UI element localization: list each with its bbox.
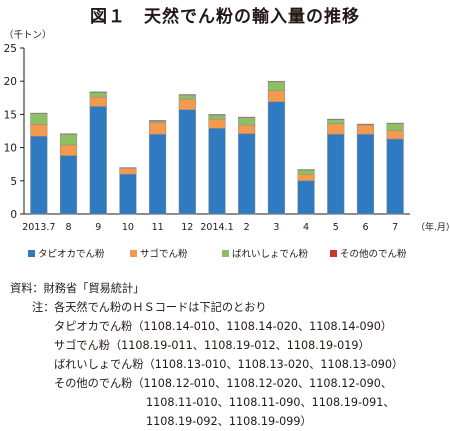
bar-segment-1 [90,106,107,214]
bar-segment-2 [298,174,315,181]
x-tick-label: 2013.7 [22,222,55,233]
bar-segment-3 [179,95,196,99]
source-text: 財務省「貿易統計」 [44,282,145,295]
bar-segment-2 [357,125,374,134]
source-label: 資料： [10,282,44,295]
bar-segment-3 [298,170,315,174]
bar-segment-1 [149,134,166,214]
bar-segment-4 [90,92,107,93]
hs-code-other-cont-2: 1108.19-092、1108.19-099） [146,412,312,431]
bar-segment-1 [60,156,77,214]
legend-swatch-4 [330,250,337,257]
x-tick-label: 10 [122,222,134,233]
bar-segment-4 [387,123,404,124]
x-tick-label: 7 [392,222,398,233]
legend-label-2: サゴでん粉 [140,248,188,260]
y-axis-unit: （千トン） [4,29,52,41]
bar-segment-1 [120,174,137,214]
bar-segment-1 [209,128,226,214]
bar-segment-2 [31,124,48,136]
chart-title: 図１ 天然でん粉の輸入量の推移 [0,2,450,27]
y-tick-label: 10 [4,143,17,155]
legend-swatch-1 [28,250,35,257]
bar-segment-3 [268,82,285,91]
legend-swatch-2 [130,250,137,257]
bar-segment-2 [60,145,77,156]
y-tick-label: 15 [4,109,17,121]
note-label: 注： [32,298,54,317]
bar-segment-3 [209,115,226,119]
x-tick-label: 3 [273,222,279,233]
bar-segment-2 [120,168,137,174]
x-tick-label: 4 [303,222,309,233]
notes-block: 資料：財務省「貿易統計」 注： 各天然でん粉のＨＳコードは下記のとおり タピオカ… [10,279,144,431]
bar-segment-3 [31,114,48,125]
bar-segment-2 [268,90,285,101]
legend-label-1: タピオカでん粉 [38,248,105,260]
hs-code-other-cont-1: 1108.11-010、1108.11-090、1108.19-091、 [146,393,395,412]
bar-segment-3 [238,118,255,125]
bar-segment-4 [238,117,255,118]
bar-segment-3 [387,124,404,131]
bar-segment-1 [298,181,315,214]
x-tick-label: 6 [362,222,368,233]
bar-segment-4 [209,114,226,115]
bar-segment-1 [238,134,255,214]
y-tick-label: 20 [4,76,17,88]
x-tick-label: 9 [95,222,101,233]
y-tick-label: 0 [10,209,17,221]
y-tick-label: 5 [10,176,17,188]
x-tick-label: 12 [181,222,193,233]
y-tick-label: 25 [4,43,17,55]
bar-segment-4 [298,170,315,171]
bar-segment-1 [179,110,196,214]
hs-code-potato: ばれいしょでん粉（1108.13-010、1108.13-020、1108.13… [54,355,403,374]
legend-label-3: ばれいしょでん粉 [232,248,309,260]
bar-segment-2 [209,119,226,128]
bar-segment-1 [327,134,344,214]
hs-code-tapioca: タピオカでん粉（1108.14-010、1108.14-020、1108.14-… [54,317,392,336]
bar-segment-4 [149,120,166,121]
bar-segment-2 [238,125,255,134]
stacked-bar-chart: （千トン） 0 5 10 15 20 25 2013.7 8 9 10 11 12 2014.1 2 3 4 5 6… [0,26,450,271]
x-tick-label: 8 [66,222,72,233]
hs-code-sago: サゴでん粉（1108.19-011、1108.19-012、1108.19-01… [54,336,370,355]
bar-segment-4 [268,81,285,82]
bar-segment-1 [357,134,374,214]
bar-segment-1 [387,139,404,214]
bar-segment-4 [357,124,374,125]
bar-segment-2 [179,99,196,110]
bar-segment-2 [327,124,344,135]
note-intro: 各天然でん粉のＨＳコードは下記のとおり [54,298,267,317]
bar-segment-2 [387,130,404,139]
legend-label-4: その他のでん粉 [340,248,407,260]
bar-segment-4 [31,113,48,114]
bar-segment-4 [327,119,344,120]
bar-segment-4 [179,94,196,95]
bar-segment-3 [327,120,344,124]
bar-segment-1 [31,136,48,214]
x-axis-unit: （年.月） [416,221,450,233]
x-tick-label: 2014.1 [200,222,233,233]
x-tick-label: 5 [333,222,339,233]
bar-segment-3 [90,92,107,97]
bar-segment-3 [60,134,77,145]
x-tick-label: 2 [244,222,250,233]
bar-segment-2 [149,122,166,134]
hs-code-other: その他のでん粉（1108.12-010、1108.12-020、1108.12-… [54,374,392,393]
bar-segment-1 [268,102,285,214]
legend-swatch-3 [222,250,229,257]
x-tick-label: 11 [152,222,164,233]
bar-segment-2 [90,97,107,106]
bar-segment-4 [60,134,77,135]
